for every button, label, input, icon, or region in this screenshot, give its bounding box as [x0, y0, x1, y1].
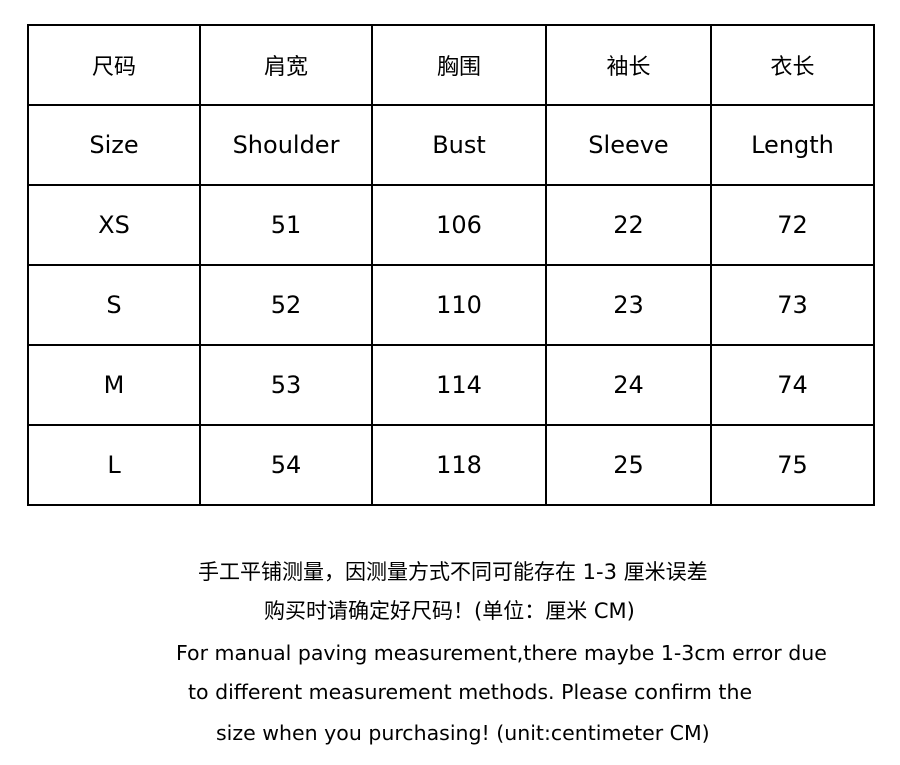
note-english-line-1: For manual paving measurement,there mayb…	[176, 641, 827, 665]
table-cell: L	[27, 424, 201, 506]
table-cell: 73	[710, 264, 875, 346]
header-cell: 肩宽	[199, 24, 373, 106]
table-row: S 52 110 23 73	[27, 264, 875, 346]
table-row: XS 51 106 22 72	[27, 184, 875, 266]
table-cell: 75	[710, 424, 875, 506]
table-cell: XS	[27, 184, 201, 266]
table-cell: 22	[545, 184, 712, 266]
table-row: L 54 118 25 75	[27, 424, 875, 506]
header-row-english: Size Shoulder Bust Sleeve Length	[27, 104, 875, 186]
header-row-chinese: 尺码 肩宽 胸围 袖长 衣长	[27, 24, 875, 106]
header-cell: Size	[27, 104, 201, 186]
table-cell: 23	[545, 264, 712, 346]
size-chart-table: 尺码 肩宽 胸围 袖长 衣长 Size Shoulder Bust Sleeve…	[27, 24, 875, 506]
header-cell: 尺码	[27, 24, 201, 106]
note-english-line-3: size when you purchasing! (unit:centimet…	[216, 721, 710, 745]
table-row: M 53 114 24 74	[27, 344, 875, 426]
note-chinese-line-1: 手工平铺测量，因测量方式不同可能存在 1-3 厘米误差	[198, 560, 708, 584]
header-cell: 胸围	[371, 24, 547, 106]
table-cell: 54	[199, 424, 373, 506]
table-cell: 25	[545, 424, 712, 506]
table-cell: S	[27, 264, 201, 346]
table-cell: 106	[371, 184, 547, 266]
table-cell: M	[27, 344, 201, 426]
header-cell: 衣长	[710, 24, 875, 106]
header-cell: Sleeve	[545, 104, 712, 186]
header-cell: 袖长	[545, 24, 712, 106]
table-cell: 72	[710, 184, 875, 266]
table-cell: 114	[371, 344, 547, 426]
note-english-line-2: to different measurement methods. Please…	[188, 680, 753, 704]
table-cell: 52	[199, 264, 373, 346]
table-cell: 74	[710, 344, 875, 426]
header-cell: Bust	[371, 104, 547, 186]
table-cell: 51	[199, 184, 373, 266]
header-cell: Length	[710, 104, 875, 186]
table-cell: 53	[199, 344, 373, 426]
note-chinese-line-2: 购买时请确定好尺码！(单位：厘米 CM)	[264, 599, 635, 623]
header-cell: Shoulder	[199, 104, 373, 186]
table-cell: 110	[371, 264, 547, 346]
table-cell: 24	[545, 344, 712, 426]
table-cell: 118	[371, 424, 547, 506]
